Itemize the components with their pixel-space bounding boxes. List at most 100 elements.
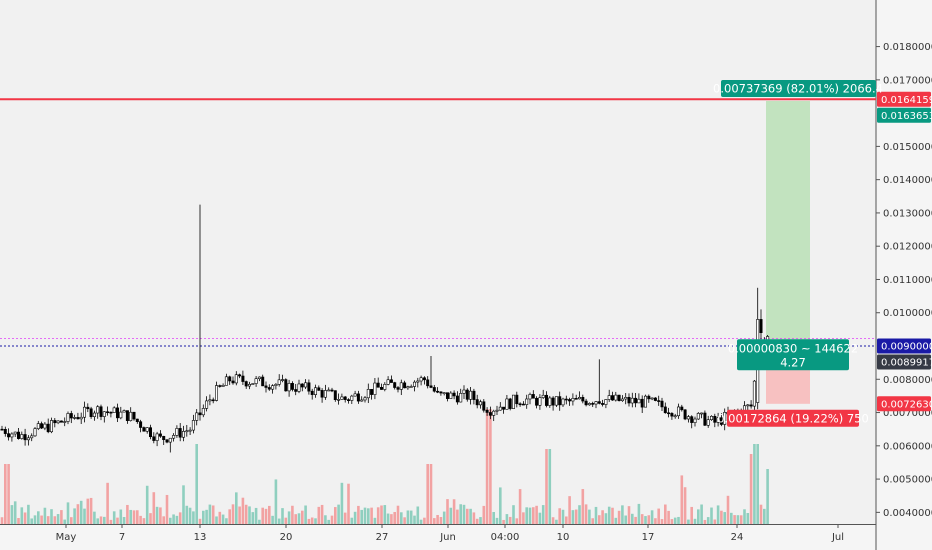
price-tick-label: 0.00800000 xyxy=(883,375,932,386)
candle-body xyxy=(16,431,20,439)
candle-body xyxy=(370,389,374,395)
candle-body xyxy=(716,417,720,423)
volume-bar xyxy=(581,489,585,524)
volume-bar xyxy=(43,507,47,524)
candle-body xyxy=(521,403,525,406)
volume-bar xyxy=(518,489,522,524)
candle-body xyxy=(0,428,4,431)
position-labels[interactable]: 0.00737369 (82.01%) 2066.4 0.00000830 ~ 1… xyxy=(713,79,883,427)
volume-bar xyxy=(162,516,165,524)
volume-bar xyxy=(221,514,225,524)
volume-bar xyxy=(475,518,479,524)
profit-zone[interactable] xyxy=(766,100,810,347)
candle-body xyxy=(653,397,657,401)
candle-body xyxy=(488,412,492,416)
candle-body xyxy=(558,396,562,406)
candle-body xyxy=(271,385,275,390)
horizontal-levels xyxy=(0,98,876,347)
target-label[interactable] xyxy=(721,79,876,97)
volume-bar xyxy=(697,509,700,524)
candle-body xyxy=(601,403,605,405)
candle-body xyxy=(670,413,674,417)
volume-bar xyxy=(360,509,363,524)
candle-body xyxy=(686,416,690,420)
candle-body xyxy=(218,385,222,387)
candle-body xyxy=(548,397,552,406)
volume-bar xyxy=(76,504,80,524)
candle-body xyxy=(643,395,647,408)
candle-body xyxy=(752,380,756,407)
candle-body xyxy=(234,374,238,384)
volume-bar xyxy=(433,518,436,524)
entry-label-line1: 0.00000830 ~ 144622 xyxy=(728,341,858,355)
candle-body xyxy=(320,390,324,398)
candle-body xyxy=(386,379,390,385)
volume-bar xyxy=(538,512,542,524)
volume-bar xyxy=(452,499,456,524)
volume-bar xyxy=(535,505,538,524)
candle-body xyxy=(356,393,360,402)
volume-bar xyxy=(46,516,50,524)
volume-bar xyxy=(594,506,598,524)
candle-body xyxy=(330,389,334,392)
candle-body xyxy=(158,433,162,437)
candle-body xyxy=(162,435,166,441)
volume-bar xyxy=(215,516,218,524)
volume-bar xyxy=(99,516,103,524)
candle-body xyxy=(445,392,449,399)
time-tick-label: Jul xyxy=(831,532,844,543)
volume-bar xyxy=(591,518,594,524)
volume-bar xyxy=(357,505,360,524)
volume-bar xyxy=(383,505,387,524)
volume-bar xyxy=(664,504,667,524)
volume-bar xyxy=(337,504,340,524)
candle-body xyxy=(175,428,179,436)
entry-label[interactable] xyxy=(737,339,849,371)
volume-bar xyxy=(568,496,571,524)
candle-body xyxy=(700,412,704,415)
volume-bar xyxy=(73,508,76,524)
volume-bar xyxy=(258,519,261,524)
volume-bar xyxy=(508,516,512,524)
volume-bar xyxy=(56,514,60,524)
candle-body xyxy=(290,383,294,390)
volume-bar xyxy=(627,506,631,524)
candle-body xyxy=(663,406,667,414)
volume-bar xyxy=(746,513,750,524)
candle-body xyxy=(630,397,634,404)
candle-body xyxy=(43,423,47,429)
volume-bar xyxy=(60,510,63,524)
volume-bar xyxy=(291,505,294,524)
volume-bar xyxy=(86,498,90,524)
volume-bar xyxy=(175,515,179,524)
volume-bar xyxy=(106,482,109,524)
candle-body xyxy=(614,394,618,401)
stop-label[interactable] xyxy=(727,409,859,427)
volume-bar xyxy=(571,510,575,524)
candle-body xyxy=(511,394,515,409)
volume-bar xyxy=(644,516,647,524)
candle-body xyxy=(3,429,7,434)
candle-body xyxy=(373,382,377,395)
volume-bar xyxy=(182,485,185,524)
candle-body xyxy=(620,398,624,402)
volume-bar xyxy=(50,509,53,524)
time-axis-background[interactable] xyxy=(0,524,932,550)
volume-bar xyxy=(492,512,495,524)
price-axis-background[interactable] xyxy=(876,0,932,550)
candle-body xyxy=(597,401,601,404)
volume-bar xyxy=(525,507,528,524)
candle-body xyxy=(139,421,143,428)
volume-bar xyxy=(512,505,515,524)
time-tick-label: 27 xyxy=(376,532,389,543)
candle-body xyxy=(346,399,350,401)
candle-body xyxy=(129,411,133,421)
volume-bar xyxy=(753,444,756,524)
volume-bar xyxy=(733,515,736,524)
volume-bar xyxy=(251,512,255,524)
price-tick-label: 0.00600000 xyxy=(883,441,932,452)
volume-bar xyxy=(730,512,733,524)
candle-body xyxy=(647,395,651,400)
volume-bar xyxy=(763,508,766,524)
